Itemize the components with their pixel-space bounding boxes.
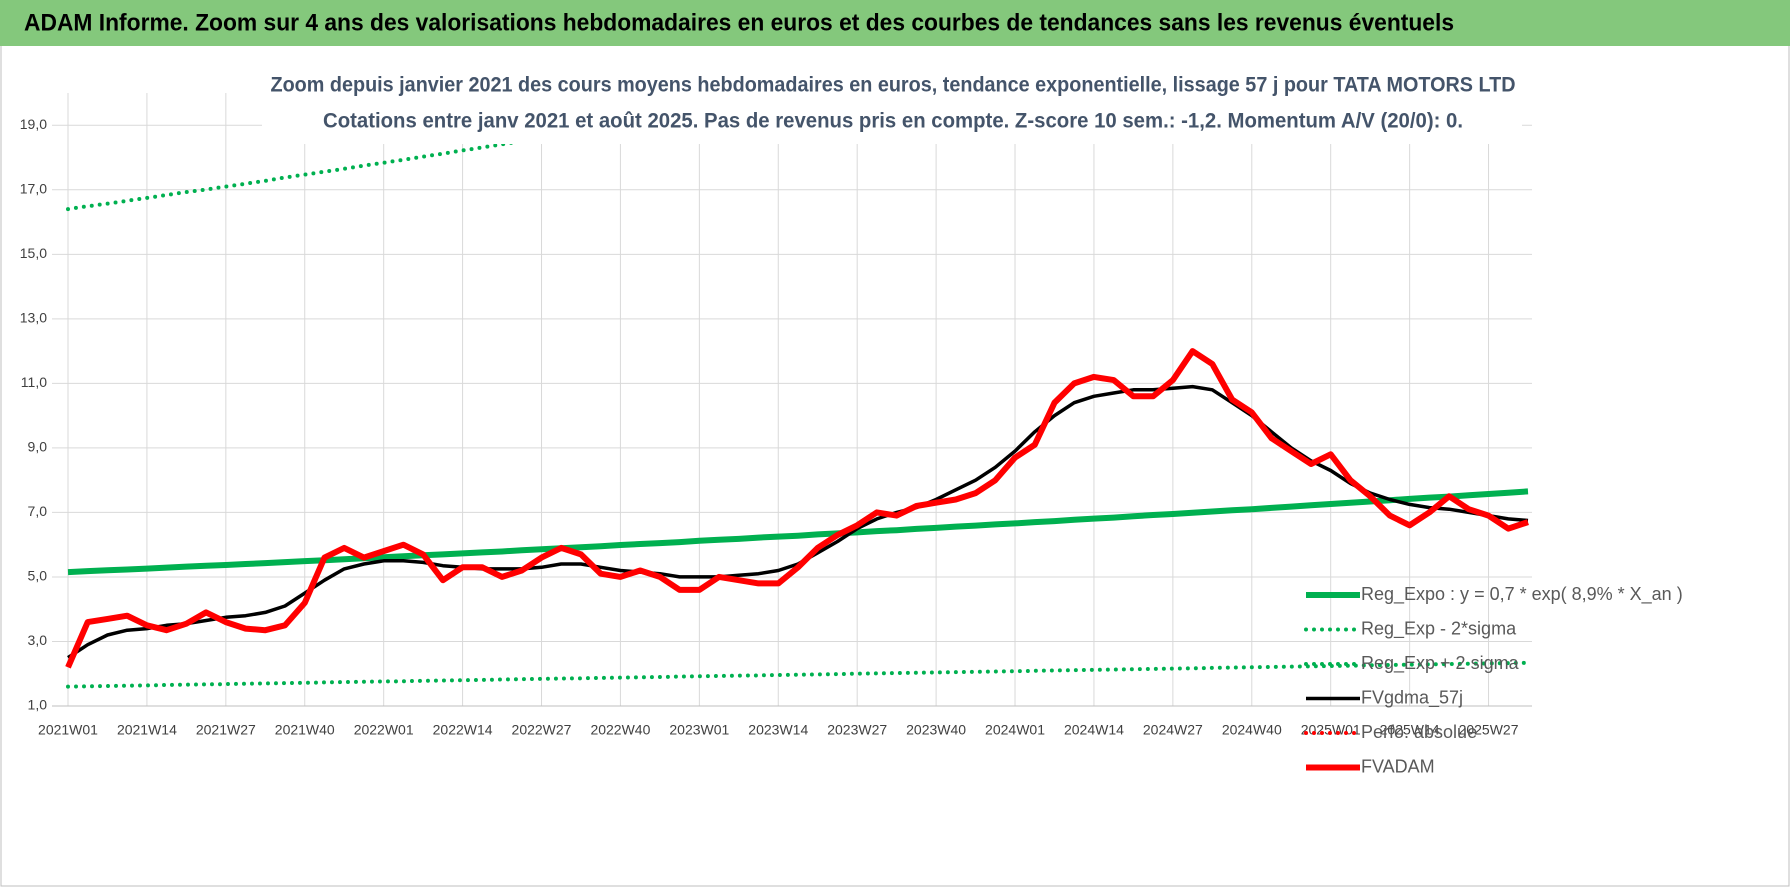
chart-title: Zoom depuis janvier 2021 des cours moyen… [271,74,1516,97]
header-title: ADAM Informe. Zoom sur 4 ans des valoris… [24,9,1454,36]
title-background [262,68,1522,144]
x-tick-label: 2022W01 [354,722,414,738]
x-tick-label: 2024W01 [985,722,1045,738]
x-tick-label: 2022W27 [512,722,572,738]
x-tick-label: 2024W27 [1143,722,1203,738]
legend-label: Perfo. absolue [1361,722,1477,742]
y-tick-label: 9,0 [28,439,48,455]
legend-label: FVgdma_57j [1361,687,1463,708]
series-line [66,660,1530,689]
x-tick-label: 2022W14 [433,722,493,738]
x-tick-label: 2021W01 [38,722,98,738]
header-bar [0,0,1790,46]
legend: Reg_Expo : y = 0,7 * exp( 8,9% * X_an ) R… [1304,584,1683,776]
x-tick-label: 2024W14 [1064,722,1124,738]
y-tick-label: 17,0 [20,180,47,196]
x-tick-label: 2021W27 [196,722,256,738]
x-tick-label: 2021W14 [117,722,177,738]
y-tick-label: 19,0 [20,116,47,132]
x-tick-label: 2021W40 [275,722,335,738]
x-tick-label: 2023W01 [669,722,729,738]
x-tick-label: 2022W40 [590,722,650,738]
legend-label: FVADAM [1361,756,1435,776]
series-line [67,488,1529,576]
y-tick-label: 5,0 [28,568,48,584]
series-line [65,348,1529,669]
y-tick-label: 7,0 [28,503,48,519]
y-tick-label: 1,0 [28,697,48,713]
y-tick-label: 13,0 [20,310,47,326]
y-tick-label: 11,0 [21,374,47,390]
y-tick-label: 15,0 [20,245,47,261]
legend-label: Reg_Expo : y = 0,7 * exp( 8,9% * X_an ) [1361,584,1683,605]
x-tick-label: 2023W27 [827,722,887,738]
x-tick-label: 2024W40 [1222,722,1282,738]
chart-subtitle: Cotations entre janv 2021 et août 2025. … [323,110,1463,133]
x-tick-label: 2025W27 [1459,722,1519,738]
x-tick-label: 2025W14 [1380,722,1440,738]
legend-label: Reg_Exp + 2 sigma [1361,653,1520,674]
x-tick-label: 2023W14 [748,722,808,738]
y-tick-label: 3,0 [28,632,48,648]
x-tick-label: 2025W01 [1301,722,1361,738]
grid: 1,0 3,0 5,0 7,0 9,0 11,0 13,0 15,0 17,0 19,0 2021W… [20,93,1532,738]
legend-label: Reg_Exp - 2*sigma [1361,618,1517,639]
x-tick-label: 2023W40 [906,722,966,738]
